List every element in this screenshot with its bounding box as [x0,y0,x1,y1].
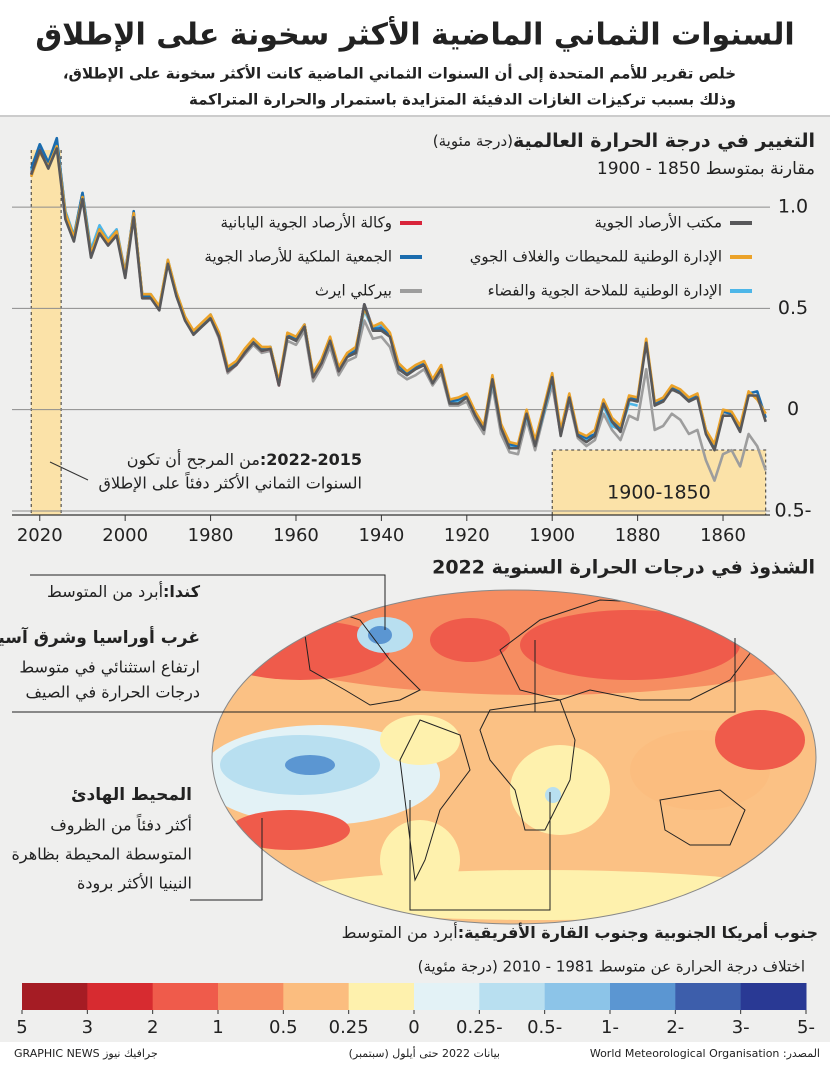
scale-swatch [479,983,546,1010]
map-annotation: كندا:أبرد من المتوسط [47,581,201,602]
scale-tick-label: 0.5- [527,1017,562,1038]
scale-tick-label: 1- [601,1017,619,1038]
scale-tick-label: 1 [212,1017,223,1038]
highlight-box [552,450,766,515]
chart-title-part: التغيير في درجة الحرارة العالمية [513,130,815,152]
scale-tick-label: 0 [408,1017,419,1038]
highlight-note-part: من المرجح أن تكون [127,449,260,470]
annotation-pointer [49,461,89,481]
x-tick-label: 1880 [615,525,661,546]
scale-tick-label: 5- [797,1017,815,1038]
footer-credit: GRAPHIC NEWS جرافيك نيوز [14,1047,158,1060]
scale-swatch [218,983,284,1010]
scale-swatch [283,983,350,1010]
chart-title-part: (درجة مئوية) [433,132,513,150]
map-annotation: جنوب أمريكا الجنوبية وجنوب القارة الأفري… [342,922,818,943]
x-tick-label: 1860 [700,525,746,546]
scale-tick-label: 2 [147,1017,158,1038]
scale-tick-label: 3- [732,1017,750,1038]
legend-label: مكتب الأرصاد الجوية [595,213,722,232]
scale-swatch [740,983,807,1010]
legend-label: الإدارة الوطنية للمحيطات والغلاف الجوي [470,248,722,267]
scale-tick-label: 0.5 [269,1017,298,1038]
y-tick-label: 0 [787,398,799,420]
x-tick-label: 1920 [444,525,490,546]
scale-tick-label: 0.25- [456,1017,503,1038]
page-subtitle: خلص تقرير للأمم المتحدة إلى أن السنوات ا… [63,64,736,83]
map-annotation-part: جنوب أمريكا الجنوبية وجنوب القارة الأفري… [458,922,818,942]
scale-swatch [87,983,154,1010]
x-tick-label: 2020 [17,525,63,546]
page-title: السنوات الثماني الماضية الأكثر سخونة على… [35,16,794,53]
highlight-edge [551,449,767,515]
map-annotation-part: أبرد من المتوسط [47,581,163,602]
legend-label: الإدارة الوطنية للملاحة الجوية والفضاء [488,282,722,300]
map-annotation-title: غرب أوراسيا وشرق آسيا [0,626,200,648]
legend-label: الجمعية الملكية للأرصاد الجوية [204,247,392,266]
y-tick-label: 0.5 [778,297,808,319]
x-tick-label: 2000 [102,525,148,546]
scale-title: اختلاف درجة الحرارة عن متوسط 1981 - 2010… [418,958,805,976]
map-annotation-part: كندا: [163,582,201,601]
x-tick-label: 1900 [529,525,575,546]
scale-swatch [414,983,480,1010]
highlight-band [31,150,62,515]
annotation-bg [95,447,363,495]
footer-source: المصدر: World Meteorological Organisatio… [590,1047,820,1060]
chart-subtitle: مقارنة بمتوسط 1850 - 1900 [597,159,815,179]
legend-label: وكالة الأرصاد الجوية اليابانية [220,213,392,232]
scale-swatch [610,983,676,1010]
scale-swatch [675,983,742,1010]
scale-tick-label: 0.25 [329,1017,369,1038]
map-annotation-part: أبرد من المتوسط [342,922,458,943]
map-pointers [12,574,736,911]
map-annotation-line: ارتفاع استثنائي في متوسط [19,658,200,678]
page-subtitle: وذلك بسبب تركيزات الغازات الدفيئة المتزا… [189,91,736,109]
map-annotation-line: المتوسطة المحيطة بظاهرة [12,845,192,865]
map-annotation-line: أكثر دفئاً من الظروف [50,813,192,836]
highlight-label: 1900-1850 [607,482,711,504]
scale-tick-label: 5 [16,1017,27,1038]
scale-swatch [152,983,219,1010]
y-tick-label: 1.0 [778,196,808,218]
chart-title: التغيير في درجة الحرارة العالمية(درجة مئ… [433,130,815,152]
scale-tick-label: 2- [666,1017,684,1038]
highlight-note: 2022-2015:من المرجح أن تكون [127,449,362,470]
footer-note: بيانات 2022 حتى أيلول (سبتمبر) [349,1046,500,1060]
map-annotation-line: درجات الحرارة في الصيف [25,683,200,703]
highlight-note-part: 2022-2015: [260,450,362,469]
y-tick-label: 0.5- [774,499,811,521]
highlight-note: السنوات الثماني الأكثر دفئاً على الإطلاق [99,471,362,494]
scale-tick-label: 3 [82,1017,93,1038]
map-annotation-line: النينيا الأكثر برودة [77,873,192,894]
scale-swatch [22,983,88,1010]
scale-swatch [348,983,415,1010]
map-title: الشذوذ في درجات الحرارة السنوية 2022 [432,557,815,579]
series-line [29,147,767,452]
scale-swatch [544,983,611,1010]
map-outline [211,589,817,925]
x-tick-label: 1960 [273,525,319,546]
x-tick-label: 1980 [188,525,234,546]
x-tick-label: 1940 [358,525,404,546]
legend-label: بيركلي ايرث [315,282,392,301]
map-annotation-title: المحيط الهادئ [71,785,192,805]
